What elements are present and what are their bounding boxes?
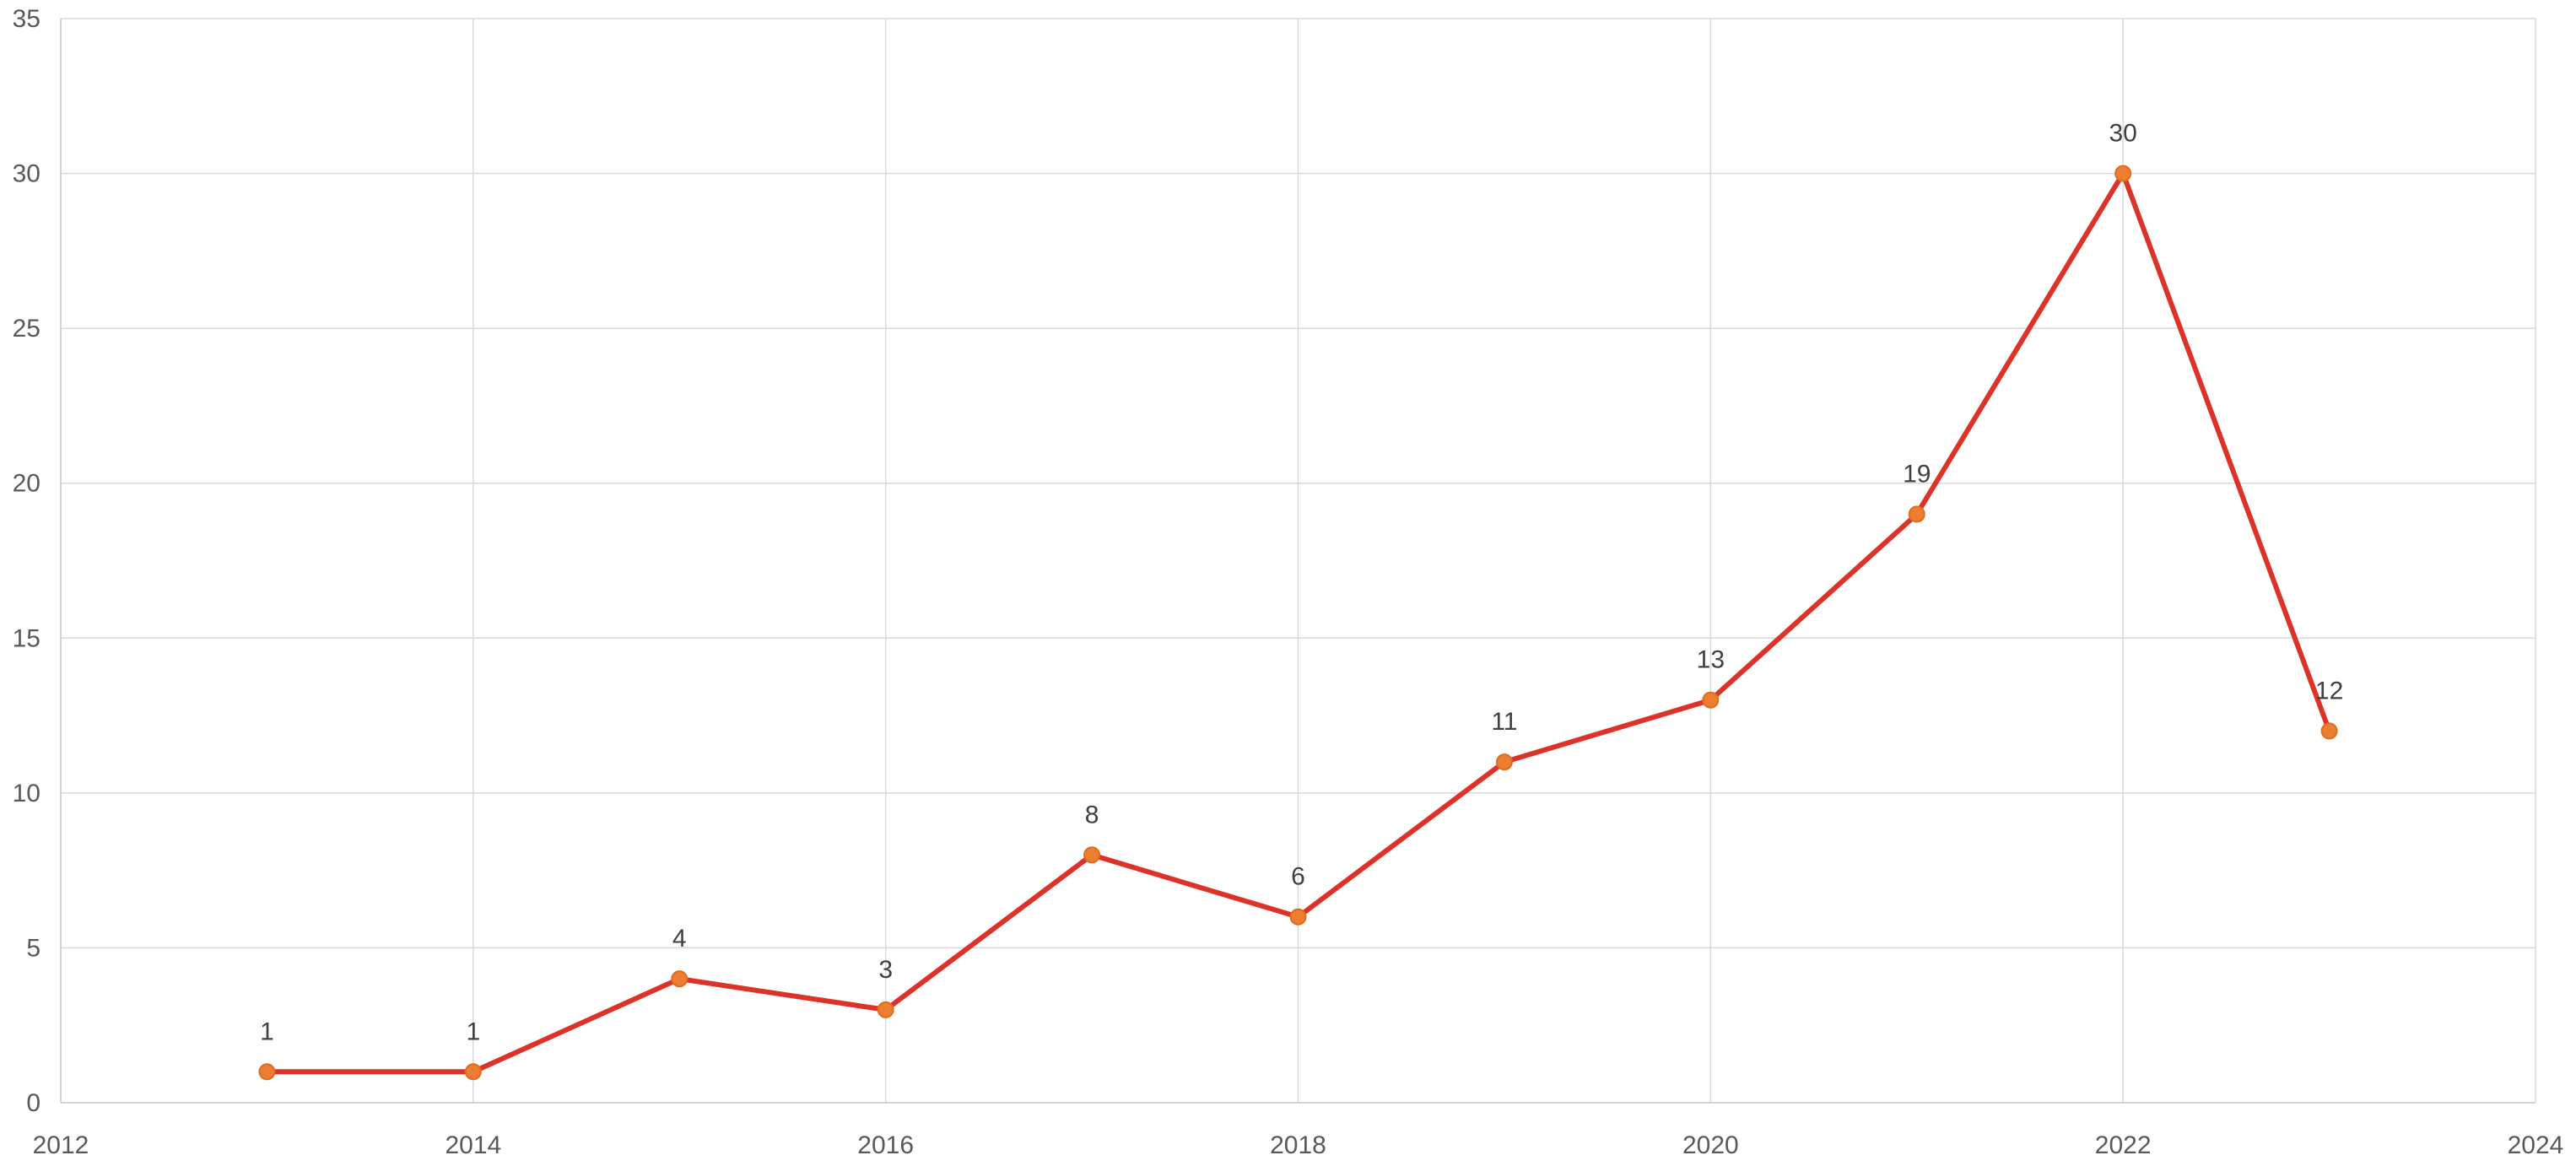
data-point-label: 3 bbox=[878, 956, 893, 984]
data-point-label: 1 bbox=[260, 1018, 274, 1045]
data-point-marker bbox=[2320, 722, 2338, 740]
x-tick-label: 2018 bbox=[1270, 1131, 1326, 1159]
data-point-label: 6 bbox=[1291, 863, 1305, 891]
data-point-label: 4 bbox=[672, 925, 687, 953]
data-point-label: 11 bbox=[1491, 708, 1517, 736]
x-tick-label: 2016 bbox=[857, 1131, 914, 1159]
data-point-marker bbox=[1495, 753, 1513, 771]
data-point-marker bbox=[1083, 846, 1101, 864]
data-point-label: 19 bbox=[1903, 460, 1931, 488]
x-tick-label: 2022 bbox=[2095, 1131, 2152, 1159]
data-point-label: 1 bbox=[466, 1018, 480, 1045]
data-point-marker bbox=[877, 1001, 894, 1018]
y-tick-label: 35 bbox=[13, 5, 41, 33]
data-point-label: 13 bbox=[1697, 646, 1725, 674]
y-tick-label: 10 bbox=[13, 780, 41, 807]
x-tick-label: 2012 bbox=[33, 1131, 89, 1159]
y-tick-label: 20 bbox=[13, 470, 41, 498]
data-point-label: 30 bbox=[2109, 120, 2136, 148]
y-tick-label: 30 bbox=[13, 160, 41, 188]
data-point-marker bbox=[1908, 505, 1925, 523]
data-point-marker bbox=[1702, 691, 1720, 709]
x-tick-label: 2024 bbox=[2508, 1131, 2564, 1159]
data-point-marker bbox=[2114, 165, 2132, 182]
y-tick-label: 25 bbox=[13, 315, 41, 343]
y-tick-label: 5 bbox=[26, 934, 41, 962]
data-point-label: 8 bbox=[1085, 801, 1099, 829]
data-point-label: 12 bbox=[2315, 677, 2343, 704]
data-point-marker bbox=[258, 1063, 276, 1081]
y-tick-label: 15 bbox=[13, 624, 41, 652]
data-point-marker bbox=[464, 1063, 482, 1081]
x-tick-label: 2020 bbox=[1682, 1131, 1739, 1159]
data-point-marker bbox=[671, 970, 689, 988]
y-tick-label: 0 bbox=[26, 1089, 41, 1117]
data-point-marker bbox=[1289, 908, 1307, 926]
x-tick-label: 2014 bbox=[445, 1131, 501, 1159]
